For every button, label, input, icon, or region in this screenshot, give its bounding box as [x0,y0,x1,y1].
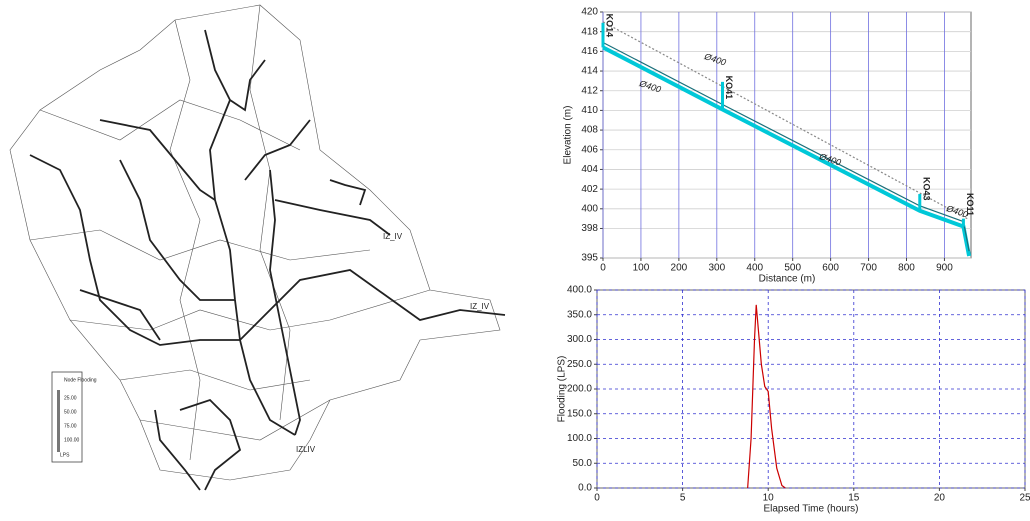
legend-item: 75.00 [64,423,77,429]
y-tick-label: 406 [581,144,598,155]
legend-title: Node Flooding [64,377,97,383]
x-tick-label: 25 [1019,493,1030,504]
y-tick-label: 418 [581,26,598,37]
x-axis-title: Distance (m) [759,274,816,285]
map-label: IZ_IV [383,232,403,241]
y-tick-label: 414 [581,66,598,77]
legend-item: 100.00 [64,437,80,443]
x-tick-label: 400 [746,263,763,274]
y-tick-label: 404 [581,164,598,175]
y-tick-label: 250.0 [567,359,592,370]
node-label: KO43 [921,177,931,201]
y-tick-label: 400.0 [567,285,592,296]
x-tick-label: 0 [600,263,606,274]
x-tick-label: 300 [708,263,725,274]
y-tick-label: 100.0 [567,433,592,444]
y-tick-label: 410 [581,105,598,116]
y-tick-label: 50.0 [573,458,593,469]
x-tick-label: 500 [784,263,801,274]
x-tick-label: 20 [934,493,946,504]
map-label: IZ_IV [470,302,490,311]
y-tick-label: 350.0 [567,309,592,320]
legend-item: 25.00 [64,395,77,401]
y-tick-label: 150.0 [567,408,592,419]
node-label: KO14 [605,14,615,38]
x-tick-label: 600 [822,263,839,274]
legend-box [52,372,82,462]
legend-ramp [57,390,60,452]
y-tick-label: 398 [581,223,598,234]
x-tick-label: 900 [936,263,953,274]
network-map [10,5,505,490]
y-tick-label: 395 [581,253,598,264]
y-tick-label: 400 [581,203,598,214]
plot-area [597,290,1025,488]
node-label: KO41 [724,76,734,100]
figure: IZ_IV IZ_IV IZLIV Node Flooding 25.00 50… [0,0,1030,516]
y-axis-title: Flooding (LPS) [557,356,568,423]
x-axis-title: Elapsed Time (hours) [763,504,858,515]
y-tick-label: 420 [581,7,598,18]
map-label: IZLIV [296,445,316,454]
x-tick-label: 10 [763,493,775,504]
x-tick-label: 5 [680,493,686,504]
legend-unit: LPS [60,452,70,458]
x-tick-label: 100 [633,263,650,274]
x-tick-label: 200 [671,263,688,274]
y-tick-label: 300.0 [567,334,592,345]
plot-area [603,12,971,258]
y-tick-label: 412 [581,85,598,96]
x-tick-label: 800 [898,263,915,274]
legend-item: 50.00 [64,409,77,415]
x-tick-label: 15 [848,493,860,504]
map-legend: Node Flooding 25.00 50.00 75.00 100.00 L… [52,372,97,462]
x-tick-label: 0 [594,493,600,504]
y-tick-label: 0.0 [578,483,592,494]
y-tick-label: 416 [581,46,598,57]
page: {"map":{"labels":["IZ_IV","IZ_IV","IZLIV… [0,0,1030,521]
y-axis-title: Elevation (m) [563,106,574,165]
y-tick-label: 408 [581,125,598,136]
x-tick-label: 700 [860,263,877,274]
y-tick-label: 200.0 [567,384,592,395]
y-tick-label: 402 [581,184,598,195]
